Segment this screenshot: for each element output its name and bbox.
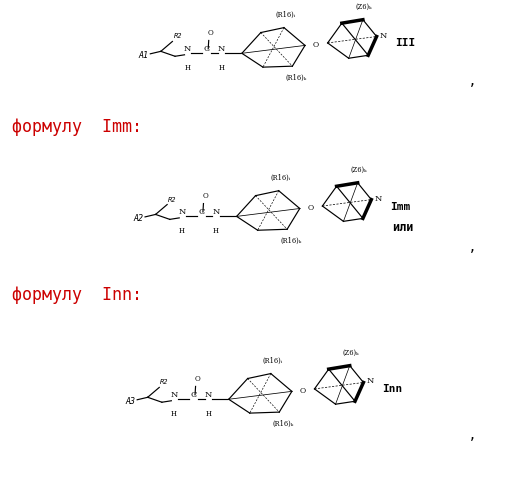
Text: (Z6)ₖ: (Z6)ₖ: [342, 349, 359, 357]
Text: O: O: [299, 388, 305, 396]
Text: O: O: [194, 375, 200, 383]
Text: C: C: [199, 208, 205, 216]
Text: A2: A2: [133, 214, 143, 223]
Text: ,: ,: [470, 74, 475, 88]
Text: H: H: [179, 227, 185, 235]
Text: R2: R2: [168, 196, 177, 202]
Text: N: N: [205, 391, 212, 399]
Text: O: O: [313, 42, 318, 50]
Text: C: C: [204, 45, 211, 53]
Text: (R16)ₖ: (R16)ₖ: [281, 237, 302, 245]
Text: R2: R2: [174, 34, 182, 40]
Text: (R16)ₖ: (R16)ₖ: [273, 420, 294, 428]
Text: формулу  Inn:: формулу Inn:: [12, 286, 142, 304]
Text: C: C: [191, 391, 197, 399]
Text: N: N: [184, 45, 191, 53]
Text: A1: A1: [139, 51, 149, 60]
Text: R2: R2: [160, 380, 169, 386]
Text: H: H: [205, 410, 211, 418]
Text: или: или: [393, 221, 414, 234]
Text: N: N: [170, 391, 178, 399]
Text: (Z6)ₖ: (Z6)ₖ: [350, 166, 367, 174]
Text: H: H: [171, 410, 177, 418]
Text: (R16)ₖ: (R16)ₖ: [286, 74, 307, 82]
Text: III: III: [395, 38, 415, 48]
Text: N: N: [367, 378, 374, 386]
Text: (Z6)ₖ: (Z6)ₖ: [355, 3, 372, 11]
Text: H: H: [184, 64, 190, 72]
Text: H: H: [213, 227, 219, 235]
Text: Imm: Imm: [390, 202, 410, 211]
Text: N: N: [213, 208, 220, 216]
Text: формулу  Imm:: формулу Imm:: [12, 118, 142, 136]
Text: N: N: [380, 32, 387, 40]
Text: O: O: [307, 204, 313, 212]
Text: ,: ,: [470, 239, 475, 254]
Text: H: H: [218, 64, 224, 72]
Text: (R16)ᵢ: (R16)ᵢ: [270, 174, 290, 182]
Text: N: N: [217, 45, 225, 53]
Text: (R16)ᵢ: (R16)ᵢ: [276, 10, 296, 18]
Text: O: O: [202, 192, 208, 200]
Text: A3: A3: [125, 396, 135, 406]
Text: O: O: [207, 29, 213, 37]
Text: ,: ,: [470, 427, 475, 442]
Text: Inn: Inn: [382, 384, 402, 394]
Text: (R16)ᵢ: (R16)ᵢ: [262, 356, 282, 364]
Text: N: N: [375, 194, 382, 202]
Text: N: N: [178, 208, 186, 216]
